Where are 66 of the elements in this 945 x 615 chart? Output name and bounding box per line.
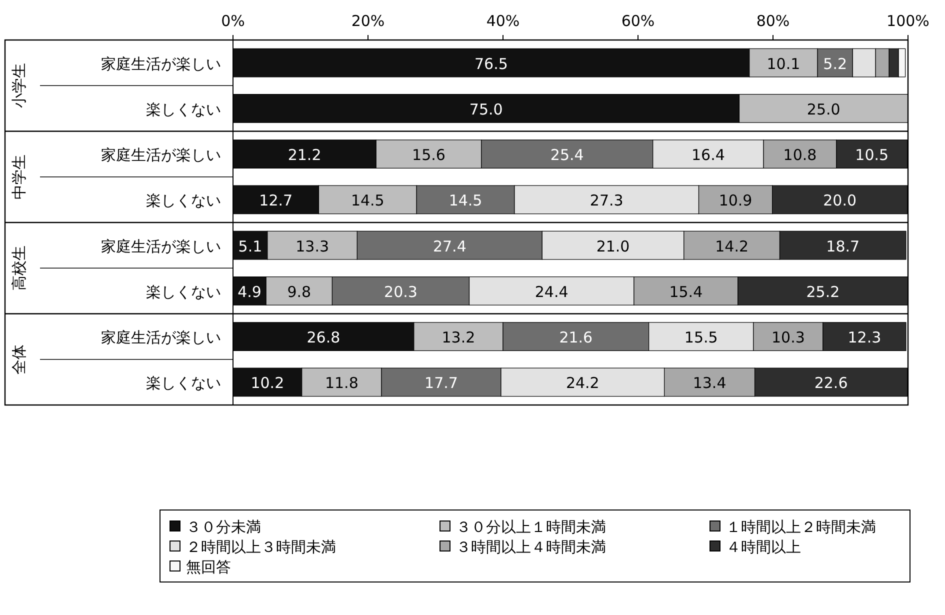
data-label: 17.7	[424, 374, 458, 392]
data-label: 16.4	[691, 146, 725, 164]
y-tick-label: 楽しくない	[146, 282, 221, 301]
data-label: 15.4	[669, 282, 703, 301]
data-label: 20.3	[384, 282, 418, 301]
text: 小学生	[10, 63, 28, 108]
data-label: 5.2	[823, 54, 848, 73]
data-label: 21.0	[596, 237, 630, 256]
data-label: 22.6	[814, 374, 848, 392]
x-tick-label: 40%	[486, 12, 520, 30]
data-label: 25.0	[806, 100, 840, 118]
y-tick-label: 楽しくない	[146, 192, 221, 210]
data-label: 15.6	[412, 146, 446, 164]
data-label: 12.3	[848, 328, 882, 347]
data-label: 11.8	[324, 374, 358, 392]
data-label: 14.2	[715, 237, 749, 256]
y-tick-label: 家庭生活が楽しい	[101, 146, 221, 164]
data-label: 13.4	[692, 374, 726, 392]
data-label: 18.7	[826, 237, 860, 256]
data-label: 13.3	[296, 237, 330, 256]
data-label: 21.2	[288, 146, 322, 164]
data-label: 10.3	[771, 328, 805, 347]
data-label: 26.8	[306, 328, 340, 347]
data-label: 10.2	[250, 374, 284, 392]
data-label: 25.4	[550, 146, 584, 164]
data-label: 75.0	[469, 100, 503, 118]
data-label: 10.9	[718, 192, 752, 210]
data-label: 27.4	[432, 237, 466, 256]
data-label: 10.8	[783, 146, 817, 164]
data-label: 4.9	[238, 282, 262, 301]
data-label: 24.2	[566, 374, 600, 392]
data-label: 14.5	[448, 192, 482, 210]
data-label: 21.6	[559, 328, 593, 347]
data-label: 10.5	[855, 146, 889, 164]
text: 高校生	[10, 246, 28, 291]
text: 全体	[10, 344, 28, 374]
data-label: 27.3	[590, 192, 624, 210]
y-tick-label: 楽しくない	[146, 100, 221, 118]
x-tick-label: 80%	[756, 12, 790, 30]
data-label: 10.1	[766, 54, 800, 73]
y-tick-label: 楽しくない	[146, 374, 221, 392]
data-label: 76.5	[474, 54, 508, 73]
data-label: 13.2	[442, 328, 476, 347]
x-tick-label: 20%	[351, 12, 385, 30]
text: 中学生	[10, 154, 28, 200]
legend-label: 無回答	[186, 558, 231, 576]
data-label: 25.2	[806, 282, 840, 301]
data-label: 20.0	[823, 192, 857, 210]
x-tick-label: 60%	[621, 12, 655, 30]
y-tick-label: 家庭生活が楽しい	[101, 237, 221, 256]
data-label: 24.4	[534, 282, 568, 301]
legend-label: ４時間以上	[726, 538, 801, 556]
legend-label: ２時間以上３時間未満	[186, 538, 336, 556]
legend-label: ３０分以上１時間未満	[456, 518, 606, 536]
data-label: 5.1	[238, 237, 262, 256]
y-tick-label: 家庭生活が楽しい	[101, 328, 221, 347]
data-label: 9.8	[287, 282, 312, 301]
data-label: 14.5	[350, 192, 384, 210]
data-label: 15.5	[684, 328, 718, 347]
legend-label: １時間以上２時間未満	[726, 518, 876, 536]
x-tick-label: 0%	[221, 12, 245, 30]
legend-label: ３０分未満	[186, 518, 261, 536]
legend-label: ３時間以上４時間未満	[456, 538, 606, 556]
y-tick-label: 家庭生活が楽しい	[101, 54, 221, 73]
x-tick-label: 100%	[886, 12, 930, 30]
data-label: 12.7	[259, 192, 293, 210]
